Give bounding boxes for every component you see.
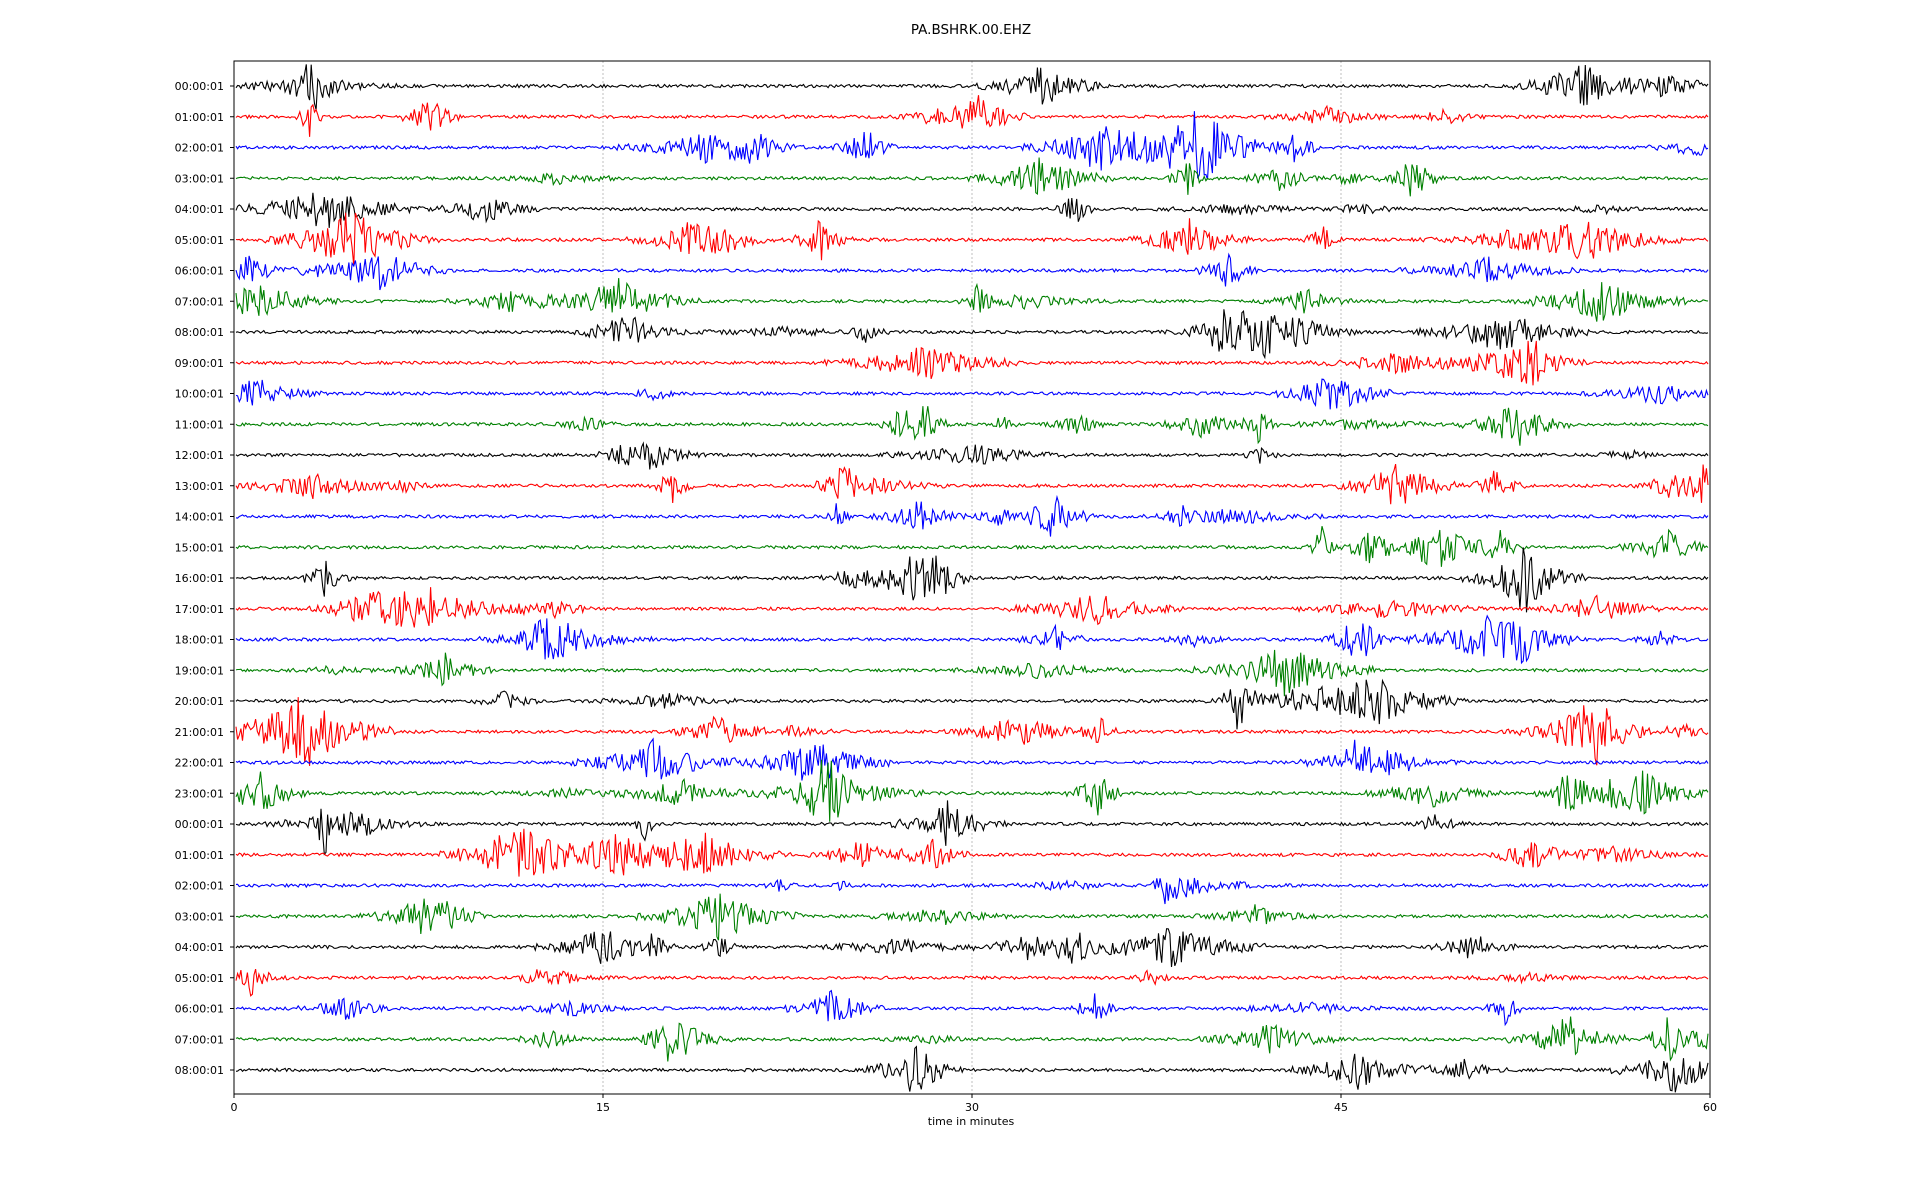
row-label: 22:00:01 xyxy=(175,757,224,770)
trace-line xyxy=(235,64,1709,110)
trace-line xyxy=(235,828,1709,877)
row-label: 00:00:01 xyxy=(175,80,224,93)
row-label: 11:00:01 xyxy=(175,418,224,431)
row-label: 21:00:01 xyxy=(175,726,224,739)
trace-line xyxy=(235,95,1709,137)
row-label: 10:00:01 xyxy=(175,388,224,401)
row-label: 01:00:01 xyxy=(175,849,224,862)
row-label: 17:00:01 xyxy=(175,603,224,616)
trace-line xyxy=(235,614,1709,665)
row-label: 18:00:01 xyxy=(175,634,224,647)
trace-line xyxy=(235,800,1709,856)
row-label: 04:00:01 xyxy=(175,203,224,216)
row-label: 19:00:01 xyxy=(175,664,224,677)
trace-line xyxy=(235,212,1709,267)
row-label: 06:00:01 xyxy=(175,1003,224,1016)
trace-line xyxy=(235,989,1709,1027)
row-label: 16:00:01 xyxy=(175,572,224,585)
trace-line xyxy=(235,378,1709,410)
chart-title: PA.BSHRK.00.EHZ xyxy=(911,22,1031,38)
row-label: 02:00:01 xyxy=(175,880,224,893)
row-label: 08:00:01 xyxy=(175,326,224,339)
row-label: 07:00:01 xyxy=(175,1033,224,1046)
trace-line xyxy=(235,893,1709,941)
trace-line xyxy=(235,649,1709,697)
x-axis: 0 15 30 45 60 xyxy=(231,1094,1717,1114)
trace-line xyxy=(235,441,1709,470)
row-label: 00:00:01 xyxy=(175,818,224,831)
trace-line xyxy=(235,340,1709,386)
x-tick-label: 30 xyxy=(965,1101,979,1114)
trace-line xyxy=(235,1045,1709,1093)
row-label: 06:00:01 xyxy=(175,265,224,278)
trace-line xyxy=(235,192,1709,228)
trace-line xyxy=(235,928,1709,968)
trace-line xyxy=(235,737,1709,781)
trace-line xyxy=(235,526,1709,567)
trace-line xyxy=(235,494,1709,537)
trace-line xyxy=(235,547,1709,613)
row-label: 02:00:01 xyxy=(175,142,224,155)
trace-line xyxy=(235,111,1709,180)
trace-line xyxy=(235,406,1709,446)
trace-layer xyxy=(235,64,1709,1093)
trace-line xyxy=(235,463,1709,505)
trace-line xyxy=(235,678,1709,730)
row-label: 23:00:01 xyxy=(175,787,224,800)
trace-line xyxy=(235,252,1709,291)
trace-line xyxy=(235,697,1709,766)
trace-line xyxy=(235,587,1709,628)
plot-frame xyxy=(233,60,1711,1095)
row-label: 15:00:01 xyxy=(175,541,224,554)
trace-line xyxy=(235,278,1709,322)
row-label: 03:00:01 xyxy=(175,910,224,923)
x-axis-title: time in minutes xyxy=(928,1115,1015,1128)
row-label: 14:00:01 xyxy=(175,511,224,524)
x-tick-label: 60 xyxy=(1703,1101,1717,1114)
row-label: 04:00:01 xyxy=(175,941,224,954)
row-label: 05:00:01 xyxy=(175,234,224,247)
x-tick-label: 15 xyxy=(596,1101,610,1114)
row-label-layer: 00:00:01 01:00:01 02:00:01 03:00:01 04:00:01… xyxy=(175,80,234,1077)
trace-line xyxy=(235,157,1709,197)
trace-line xyxy=(235,877,1709,905)
x-tick-label: 45 xyxy=(1334,1101,1348,1114)
row-label: 05:00:01 xyxy=(175,972,224,985)
trace-line xyxy=(235,1016,1709,1062)
row-label: 08:00:01 xyxy=(175,1064,224,1077)
row-label: 13:00:01 xyxy=(175,480,224,493)
row-label: 07:00:01 xyxy=(175,295,224,308)
trace-line xyxy=(235,309,1709,360)
row-label: 09:00:01 xyxy=(175,357,224,370)
row-label: 03:00:01 xyxy=(175,172,224,185)
row-label: 12:00:01 xyxy=(175,449,224,462)
trace-line xyxy=(235,759,1709,822)
trace-line xyxy=(235,968,1709,997)
x-tick-label: 0 xyxy=(231,1101,238,1114)
row-label: 20:00:01 xyxy=(175,695,224,708)
row-label: 01:00:01 xyxy=(175,111,224,124)
